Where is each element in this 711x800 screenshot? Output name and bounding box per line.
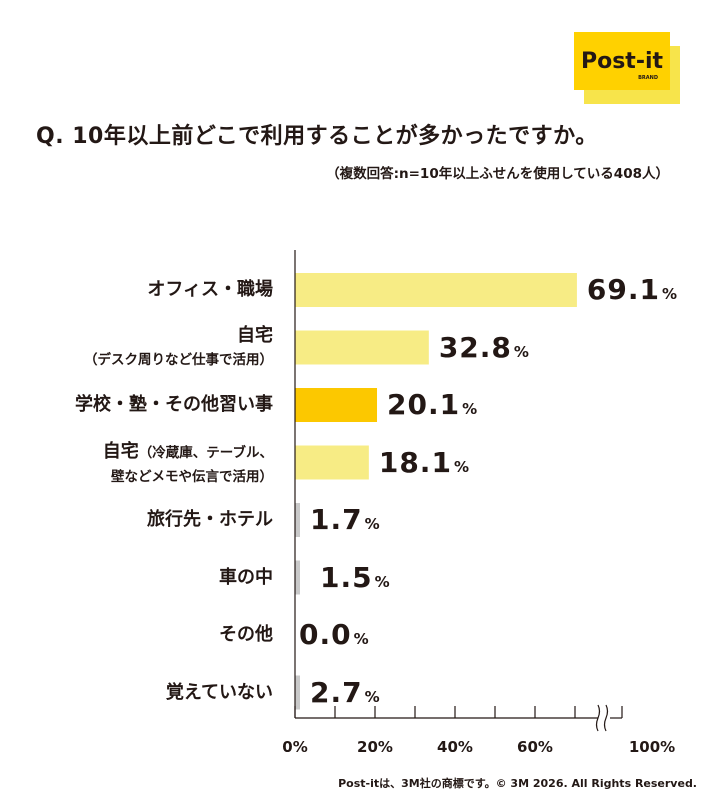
- x-tick-label: 60%: [517, 738, 553, 756]
- bar: [295, 675, 300, 710]
- value-label: 18.1%: [379, 443, 469, 487]
- value-unit: %: [462, 400, 478, 418]
- category-sub-text: （デスク周りなど仕事で活用）: [84, 351, 273, 368]
- value-unit: %: [364, 687, 380, 706]
- value-number: 2.7: [310, 675, 363, 709]
- category-label: 車の中: [219, 566, 273, 590]
- category-label: 旅行先・ホテル: [147, 508, 273, 532]
- category-label: 覚えていない: [166, 681, 273, 705]
- logo-brand-subtext: BRAND: [638, 75, 658, 81]
- x-tick-label: 40%: [437, 738, 473, 756]
- category-label: 自宅 （デスク周りなど仕事で活用）: [84, 323, 273, 373]
- x-tick-label: 0%: [282, 738, 307, 756]
- category-main-text: 車の中: [219, 566, 273, 588]
- axis-break-mark: [595, 704, 601, 732]
- axis-break-mark: [603, 704, 609, 732]
- bar: [295, 330, 429, 365]
- logo-brand-text: Post-it: [581, 49, 664, 74]
- category-sub-text: 壁などメモや伝言で活用）: [111, 468, 273, 485]
- value-unit: %: [453, 457, 469, 476]
- bar: [295, 273, 577, 307]
- category-label: オフィス・職場: [147, 278, 273, 302]
- x-tick-label: 100%: [629, 738, 675, 756]
- x-tick-label: 20%: [357, 738, 393, 756]
- bar: [295, 560, 300, 595]
- category-main-text: 覚えていない: [165, 681, 273, 703]
- value-label: 1.7%: [310, 500, 380, 544]
- category-sub-text: （冷蔵庫、テーブル、: [138, 444, 273, 461]
- category-main-text: 旅行先・ホテル: [147, 509, 273, 530]
- value-number: 20.1: [387, 388, 461, 421]
- bar: [295, 445, 369, 480]
- bar: [295, 503, 300, 537]
- value-unit: %: [374, 572, 390, 591]
- value-number: 1.7: [310, 503, 363, 536]
- category-main-text: 自宅: [102, 440, 139, 462]
- value-number: 18.1: [378, 445, 452, 479]
- category-main-text: 学校・塾・その他習い事: [75, 394, 273, 415]
- value-label: 32.8%: [439, 328, 529, 372]
- category-main-text: 自宅: [237, 324, 273, 346]
- category-label: 学校・塾・その他習い事: [75, 393, 273, 417]
- bar: [295, 388, 378, 422]
- value-label: 20.1%: [387, 385, 477, 429]
- chart-title: Q. 10年以上前どこで利用することが多かったですか。: [36, 124, 598, 149]
- value-unit: %: [513, 342, 529, 361]
- chart-subtitle: （複数回答:n=10年以上ふせんを使用している408人）: [326, 166, 669, 182]
- category-label: その他: [219, 623, 273, 647]
- value-number: 69.1: [586, 273, 661, 306]
- post-it-logo: Post-it BRAND: [574, 32, 680, 104]
- value-label: 69.1%: [587, 270, 677, 314]
- value-unit: %: [662, 285, 678, 303]
- value-label: 1.5%: [320, 558, 390, 602]
- value-number: 1.5: [320, 560, 373, 594]
- value-unit: %: [364, 515, 380, 533]
- category-main-text: オフィス・職場: [147, 279, 273, 300]
- value-unit: %: [353, 630, 369, 648]
- logo-front-note: [574, 32, 670, 90]
- value-label: 2.7%: [310, 673, 380, 717]
- value-label: 0.0%: [299, 615, 369, 659]
- trademark-footer: Post-itは、3M社の商標です。© 3M 2026. All Rights …: [338, 777, 697, 790]
- category-main-text: その他: [219, 624, 273, 645]
- value-number: 0.0: [299, 618, 352, 651]
- value-number: 32.8: [438, 330, 512, 364]
- category-label: 自宅（冷蔵庫、テーブル、壁などメモや伝言で活用）: [103, 440, 273, 489]
